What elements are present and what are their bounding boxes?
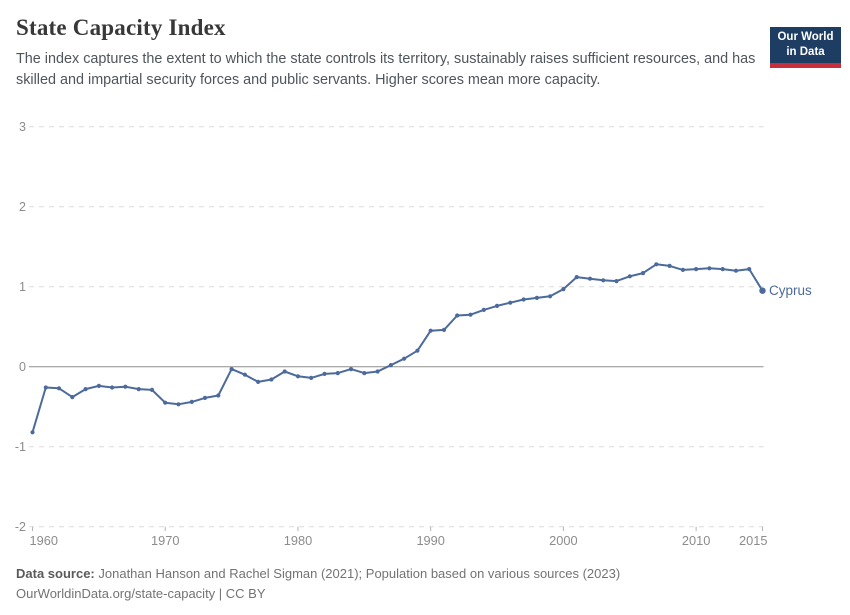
series-label-cyprus[interactable]: Cyprus [769,283,812,298]
data-point-2003[interactable] [601,278,606,283]
data-point-2001[interactable] [574,275,579,280]
x-axis-label-2015: 2015 [739,533,767,548]
data-point-1997[interactable] [521,297,526,302]
data-point-1980[interactable] [295,374,301,379]
data-point-1977[interactable] [256,379,261,384]
y-axis-label--1: -1 [15,440,26,454]
y-axis-label-2: 2 [19,200,26,214]
data-point-1964[interactable] [83,387,88,392]
x-axis-label-1980: 1980 [284,533,312,548]
data-point-2004[interactable] [614,279,619,284]
y-axis-label-0: 0 [19,360,26,374]
data-point-2015[interactable] [759,287,766,294]
chart-subtitle: The index captures the extent to which t… [16,51,756,88]
y-axis-label-3: 3 [19,120,26,134]
data-point-1970[interactable] [163,400,168,405]
data-point-2012[interactable] [720,267,725,272]
data-point-2007[interactable] [654,262,659,267]
data-point-1979[interactable] [282,369,287,374]
line-chart: 3 2 1 0 -1 -2 1960 1970 1980 1990 2000 2010 2015 Cypr… [15,120,812,548]
page-title: State Capacity Index [16,15,226,40]
data-point-1987[interactable] [388,363,393,368]
data-point-1989[interactable] [415,348,420,353]
data-point-2009[interactable] [680,267,686,272]
data-point-1991[interactable] [441,327,447,332]
data-point-1963[interactable] [70,395,75,400]
data-point-1974[interactable] [216,393,221,398]
chart-header: State Capacity Index The index captures … [0,15,850,90]
data-point-2010[interactable] [694,267,699,272]
data-point-2008[interactable] [667,263,672,268]
data-point-1960[interactable] [30,430,35,435]
data-point-1982[interactable] [322,371,327,376]
data-point-1985[interactable] [362,371,367,376]
citation-line: OurWorldinData.org/state-capacity | CC B… [16,585,266,601]
data-point-2005[interactable] [627,274,632,279]
data-point-1978[interactable] [269,377,274,382]
data-point-1976[interactable] [242,372,247,377]
data-point-1971[interactable] [176,402,181,407]
chart-footer: Data source: Jonathan Hanson and Rachel … [16,564,620,604]
data-point-1968[interactable] [136,387,141,392]
data-point-1996[interactable] [508,300,513,305]
data-point-1998[interactable] [534,295,540,300]
data-point-1972[interactable] [189,399,194,404]
owid-logo[interactable]: Our World in Data [770,27,841,68]
data-point-1969[interactable] [149,387,155,392]
data-point-2000[interactable] [561,287,566,292]
data-point-1999[interactable] [548,294,553,299]
data-point-1967[interactable] [123,384,128,389]
owid-logo-line2: in Data [786,46,825,58]
data-point-1986[interactable] [375,369,380,374]
x-axis-label-1990: 1990 [416,533,444,548]
data-source-text: Jonathan Hanson and Rachel Sigman (2021)… [98,565,621,581]
x-axis-label-2010: 2010 [682,533,710,548]
data-point-1993[interactable] [468,312,473,317]
data-point-1961[interactable] [43,385,48,390]
x-axis-label-1970: 1970 [151,533,179,548]
x-axis-label-1960: 1960 [30,533,58,548]
data-point-2013[interactable] [733,268,739,273]
y-axis-label-1: 1 [19,280,26,294]
data-point-2014[interactable] [747,267,752,272]
data-point-2011[interactable] [707,266,712,271]
data-point-1984[interactable] [348,367,354,372]
data-source-label: Data source: [16,565,95,581]
data-point-2006[interactable] [640,271,646,276]
data-point-1995[interactable] [494,303,500,308]
data-point-1992[interactable] [455,313,460,318]
x-axis-label-2000: 2000 [549,533,577,548]
data-point-1983[interactable] [335,371,340,376]
data-point-1975[interactable] [229,367,234,372]
data-point-1988[interactable] [402,356,407,361]
data-point-1990[interactable] [428,328,433,333]
data-point-2002[interactable] [587,276,593,281]
data-point-1965[interactable] [96,383,101,388]
data-point-1962[interactable] [56,386,62,391]
y-axis-label--2: -2 [15,520,26,534]
data-source-line: Data source: Jonathan Hanson and Rachel … [16,564,620,584]
data-point-1966[interactable] [110,385,115,390]
owid-logo-line1: Our World [777,31,834,44]
cyprus-series-line[interactable] [31,263,764,434]
data-point-1981[interactable] [309,375,314,380]
data-point-1994[interactable] [481,307,486,312]
data-point-1973[interactable] [202,395,208,400]
